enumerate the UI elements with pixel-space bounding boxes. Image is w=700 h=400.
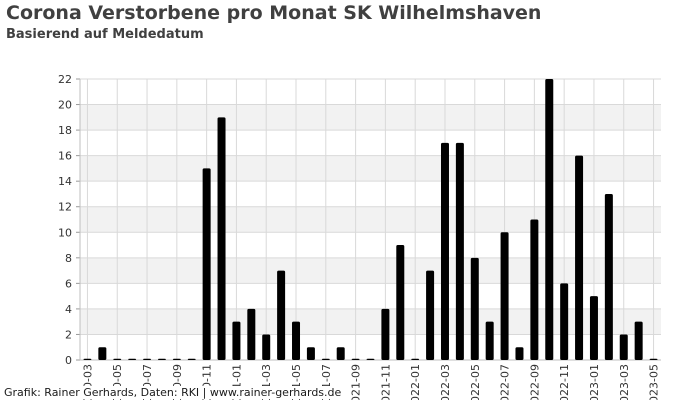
bar-2023-03 [619,334,628,360]
bar-2020-12 [217,117,226,361]
y-tick-label: 0 [65,354,72,367]
bar-2022-08 [515,347,524,360]
bar-2022-01 [411,358,420,360]
x-tick-label: 2021-09 [350,364,363,400]
x-tick-label: 2021-11 [379,364,392,400]
x-tick-label: 2022-07 [499,364,512,400]
bars [83,79,658,361]
bar-2021-03 [262,334,271,360]
grid-band [80,206,661,233]
bar-2021-09 [351,358,360,360]
bar-2021-11 [381,308,390,360]
bar-2020-10 [187,358,196,360]
y-tick-label: 14 [58,175,72,188]
grid-band [80,104,661,131]
plot-bands [80,104,661,335]
y-tick-label: 8 [65,252,72,265]
bar-2020-03 [83,358,92,360]
x-tick-label: 2023-03 [618,364,631,400]
grid-band [80,308,661,335]
bar-2023-04 [634,321,643,360]
bar-2021-01 [232,321,241,360]
bar-2020-05 [113,358,122,360]
y-tick-label: 4 [65,303,72,316]
bar-2022-09 [530,219,539,360]
bar-2022-11 [560,283,569,360]
y-tick-label: 2 [65,328,72,341]
bar-2021-05 [292,321,301,360]
bar-2022-04 [455,142,464,360]
bar-2023-01 [589,296,598,360]
x-tick-label: 2022-03 [439,364,452,400]
chart-subtitle: Basierend auf Meldedatum [6,27,204,42]
bar-2020-09 [172,358,181,360]
source-credit: Grafik: Rainer Gerhards, Daten: RKI | ww… [4,386,342,399]
bar-2022-05 [470,257,479,360]
chart-title: Corona Verstorbene pro Monat SK Wilhelms… [6,2,542,24]
bar-2022-07 [500,232,509,360]
y-tick-label: 10 [58,226,72,239]
y-tick-label: 16 [58,150,72,163]
x-tick-label: 2023-05 [648,364,661,400]
grid-band [80,155,661,182]
bar-2020-07 [143,358,152,360]
bar-2021-12 [396,245,405,360]
bar-2022-10 [545,79,554,360]
x-tick-label: 2022-05 [469,364,482,400]
bar-2020-04 [98,347,107,360]
bar-2023-05 [649,358,658,360]
grid-band [80,257,661,284]
y-axis-ticks: 0 2 4 6 8 10 12 14 16 18 20 22 [58,73,72,367]
bar-2021-02 [247,308,256,360]
bar-2020-06 [128,358,137,360]
bar-2022-03 [440,142,449,360]
bar-2021-08 [336,347,345,360]
bar-2021-07 [321,358,330,360]
y-tick-label: 22 [58,73,72,86]
bar-2022-12 [575,155,584,360]
x-tick-label: 2022-11 [558,364,571,400]
bar-2020-11 [202,168,211,360]
bar-2021-04 [277,270,286,360]
y-tick-label: 12 [58,201,72,214]
y-tick-label: 6 [65,277,72,290]
y-tick-label: 20 [58,99,72,112]
bar-2021-06 [306,347,315,360]
bar-2023-02 [604,193,613,360]
bar-2022-02 [426,270,435,360]
y-tick-label: 18 [58,124,72,137]
x-tick-label: 2022-09 [528,364,541,400]
bar-2021-10 [366,358,375,360]
bar-2022-06 [485,321,494,360]
x-tick-label: 2023-01 [588,364,601,400]
x-tick-label: 2022-01 [409,364,422,400]
bar-2020-08 [157,358,166,360]
